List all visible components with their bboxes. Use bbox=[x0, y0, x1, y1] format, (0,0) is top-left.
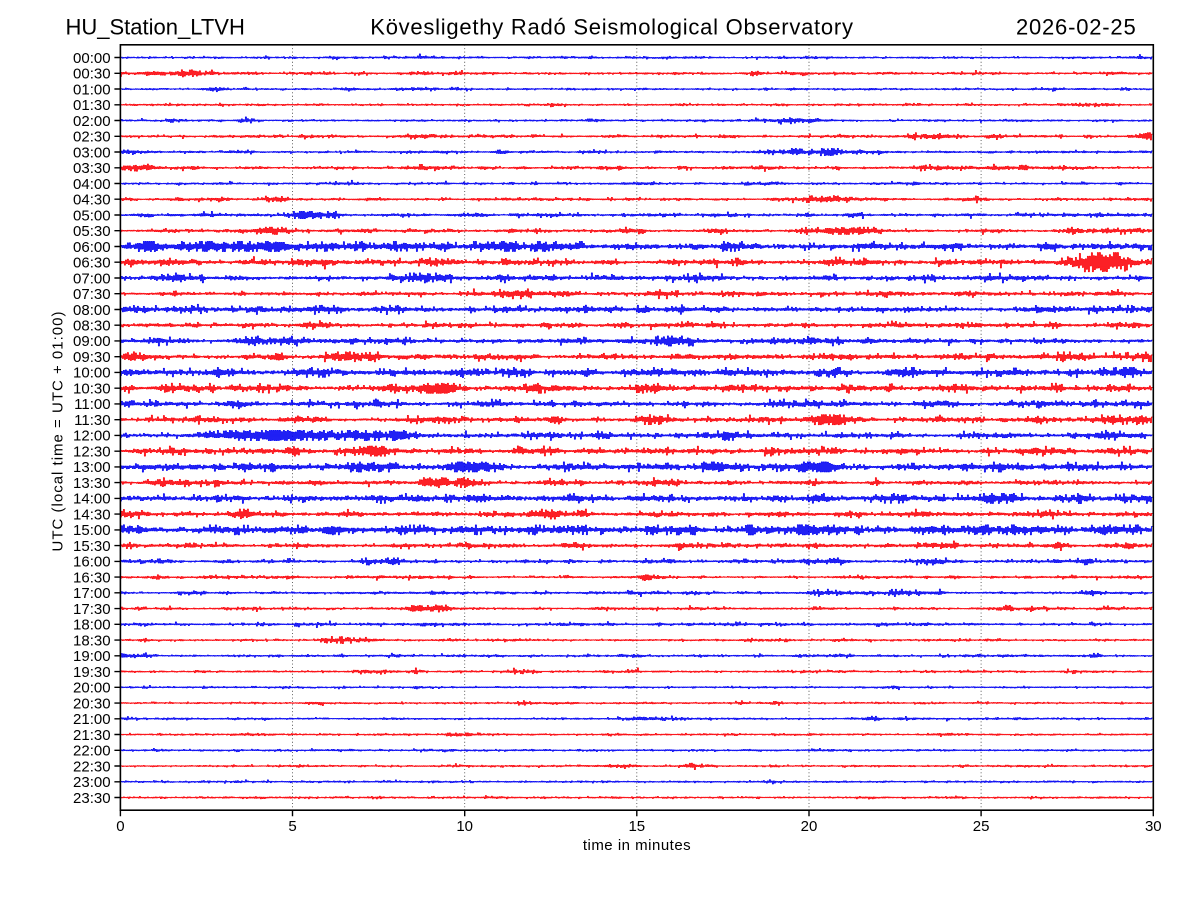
svg-text:UTC (local time = UTC + 01:00): UTC (local time = UTC + 01:00) bbox=[50, 311, 67, 552]
svg-text:19:30: 19:30 bbox=[73, 664, 111, 681]
svg-text:07:00: 07:00 bbox=[73, 270, 111, 287]
svg-text:0: 0 bbox=[116, 818, 124, 835]
svg-text:22:00: 22:00 bbox=[73, 743, 111, 760]
svg-text:15: 15 bbox=[628, 818, 645, 835]
svg-text:16:30: 16:30 bbox=[73, 569, 111, 586]
svg-text:00:30: 00:30 bbox=[73, 66, 111, 83]
svg-text:HU_Station_LTVH: HU_Station_LTVH bbox=[66, 14, 245, 39]
svg-text:10:00: 10:00 bbox=[73, 365, 111, 382]
svg-text:09:30: 09:30 bbox=[73, 349, 111, 366]
svg-text:22:30: 22:30 bbox=[73, 758, 111, 775]
svg-text:18:00: 18:00 bbox=[73, 617, 111, 634]
svg-text:Kövesligethy Radó Seismologica: Kövesligethy Radó Seismological Observat… bbox=[370, 14, 853, 39]
svg-text:03:30: 03:30 bbox=[73, 160, 111, 177]
svg-text:11:30: 11:30 bbox=[74, 412, 110, 429]
svg-text:30: 30 bbox=[1145, 818, 1162, 835]
svg-text:5: 5 bbox=[288, 818, 296, 835]
svg-text:03:00: 03:00 bbox=[73, 144, 111, 161]
svg-text:17:00: 17:00 bbox=[73, 585, 111, 602]
svg-text:15:00: 15:00 bbox=[73, 522, 111, 539]
svg-text:08:00: 08:00 bbox=[73, 302, 111, 319]
svg-text:13:00: 13:00 bbox=[73, 459, 111, 476]
svg-text:05:30: 05:30 bbox=[73, 223, 111, 240]
svg-text:14:00: 14:00 bbox=[73, 491, 111, 508]
svg-text:18:30: 18:30 bbox=[73, 632, 111, 649]
svg-text:07:30: 07:30 bbox=[73, 286, 111, 303]
svg-text:20: 20 bbox=[801, 818, 818, 835]
svg-text:11:00: 11:00 bbox=[74, 396, 110, 413]
svg-text:21:00: 21:00 bbox=[73, 711, 111, 728]
svg-text:23:30: 23:30 bbox=[73, 790, 111, 807]
svg-text:04:30: 04:30 bbox=[73, 192, 111, 209]
svg-text:10: 10 bbox=[456, 818, 473, 835]
svg-text:04:00: 04:00 bbox=[73, 176, 111, 193]
svg-text:12:00: 12:00 bbox=[73, 428, 111, 445]
svg-text:08:30: 08:30 bbox=[73, 318, 111, 335]
svg-text:16:00: 16:00 bbox=[73, 554, 111, 571]
svg-text:01:00: 01:00 bbox=[73, 81, 111, 98]
svg-text:10:30: 10:30 bbox=[73, 381, 111, 398]
svg-text:14:30: 14:30 bbox=[73, 506, 111, 523]
svg-text:13:30: 13:30 bbox=[73, 475, 111, 492]
svg-text:05:00: 05:00 bbox=[73, 207, 111, 224]
svg-text:12:30: 12:30 bbox=[73, 444, 111, 461]
svg-text:06:00: 06:00 bbox=[73, 239, 111, 256]
svg-text:15:30: 15:30 bbox=[73, 538, 111, 555]
svg-text:02:30: 02:30 bbox=[73, 129, 111, 146]
svg-text:06:30: 06:30 bbox=[73, 255, 111, 272]
svg-text:00:00: 00:00 bbox=[73, 50, 111, 67]
svg-text:25: 25 bbox=[973, 818, 990, 835]
svg-text:time in minutes: time in minutes bbox=[583, 837, 691, 854]
svg-text:21:30: 21:30 bbox=[73, 727, 111, 744]
svg-text:20:00: 20:00 bbox=[73, 680, 111, 697]
svg-text:02:00: 02:00 bbox=[73, 113, 111, 130]
svg-text:20:30: 20:30 bbox=[73, 695, 111, 712]
svg-text:23:00: 23:00 bbox=[73, 774, 111, 791]
svg-text:01:30: 01:30 bbox=[73, 97, 111, 114]
svg-text:19:00: 19:00 bbox=[73, 648, 111, 665]
svg-text:17:30: 17:30 bbox=[73, 601, 111, 618]
svg-text:09:00: 09:00 bbox=[73, 333, 111, 350]
svg-text:2026-02-25: 2026-02-25 bbox=[1016, 14, 1137, 39]
